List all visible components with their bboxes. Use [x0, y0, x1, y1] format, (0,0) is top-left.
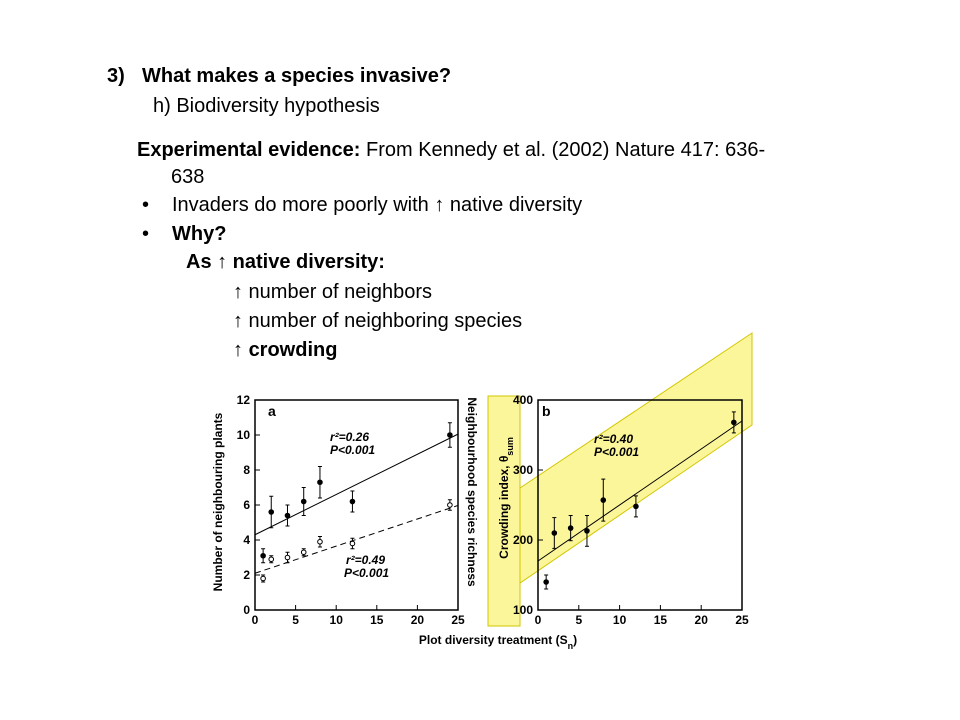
p-annotation: P<0.001	[344, 566, 389, 580]
y-tick-label: 8	[243, 463, 250, 477]
x-tick-label: 20	[411, 613, 425, 627]
bullet-2-marker: •	[142, 223, 150, 245]
p-annotation: P<0.001	[330, 443, 375, 457]
bullet-1-marker: •	[142, 194, 150, 216]
x-tick-label: 20	[695, 613, 709, 627]
x-tick-label: 15	[654, 613, 668, 627]
y-tick-label: 0	[243, 603, 250, 617]
y-tick-label: 200	[513, 533, 533, 547]
data-point	[300, 498, 307, 505]
x-tick-label: 5	[292, 613, 299, 627]
fit-line	[537, 420, 743, 562]
data-point	[284, 554, 291, 561]
y-tick-label: 300	[513, 463, 533, 477]
data-point	[260, 552, 266, 559]
data-point	[317, 538, 323, 545]
data-point	[600, 497, 607, 503]
y-tick-label: 10	[237, 428, 251, 442]
slide-title: What makes a species invasive?	[142, 65, 452, 87]
data-point	[260, 575, 266, 582]
evidence-label: Experimental evidence:	[137, 139, 361, 161]
data-point	[349, 498, 356, 505]
data-point	[551, 530, 558, 536]
x-tick-label: 0	[252, 613, 259, 627]
bullet-1: Invaders do more poorly with ↑ native di…	[172, 194, 583, 216]
y-tick-label: 6	[243, 498, 250, 512]
panel-a-ylabel-right: Neighbourhood species richness	[465, 397, 479, 587]
x-tick-label: 25	[735, 613, 749, 627]
panel-a-label: a	[268, 403, 276, 419]
data-point	[284, 512, 291, 519]
y-tick-label: 100	[513, 603, 533, 617]
y-tick-label: 2	[243, 568, 250, 582]
data-point	[317, 479, 323, 486]
r2-annotation: r²=0.26	[330, 430, 369, 444]
x-axis-label: Plot diversity treatment (Sn)	[419, 633, 577, 651]
up-arrow: ↑	[233, 339, 243, 361]
sub-item-neighbors: ↑ number of neighbors	[233, 281, 433, 303]
panel-b-frame	[537, 399, 743, 611]
highlight-box	[487, 395, 521, 627]
as-native-diversity: As ↑ native diversity:	[186, 251, 385, 273]
y-tick-label: 400	[513, 393, 533, 407]
panel-a-ylabel: Number of neighbouring plants	[211, 412, 225, 591]
data-point	[349, 540, 356, 547]
sub-item-crowding: ↑ crowding	[233, 339, 337, 362]
panel-b-label: b	[542, 403, 551, 419]
data-point	[268, 556, 275, 563]
panel-b-ylabel: Crowding index, θsum	[497, 437, 515, 559]
data-point	[300, 549, 307, 556]
x-tick-label: 10	[613, 613, 627, 627]
panel-b: 0 5 10 15 20 25 100 200 300 400 b r²=0.40P<0.001	[513, 393, 749, 627]
data-point	[447, 432, 453, 438]
sub-item-neighbor-species: ↑ number of neighboring species	[233, 310, 523, 332]
data-point	[543, 579, 549, 585]
heading-number: 3)	[107, 65, 125, 87]
x-tick-label: 25	[451, 613, 465, 627]
x-tick-label: 0	[535, 613, 542, 627]
data-point	[447, 502, 453, 508]
fit-line	[254, 504, 459, 574]
evidence-line-1: Experimental evidence: From Kennedy et a…	[137, 139, 765, 162]
data-point	[584, 528, 590, 534]
x-tick-label: 15	[370, 613, 384, 627]
y-tick-label: 12	[237, 393, 251, 407]
r2-annotation: r²=0.49	[346, 553, 385, 567]
data-point	[731, 419, 737, 426]
data-point	[268, 509, 275, 515]
slide-subtitle: h) Biodiversity hypothesis	[153, 95, 380, 117]
fit-line	[254, 433, 459, 536]
evidence-citation: From Kennedy et al. (2002) Nature 417: 6…	[366, 139, 766, 161]
r2-annotation: r²=0.40	[594, 432, 633, 446]
x-tick-label: 10	[330, 613, 344, 627]
bullet-2: Why?	[172, 223, 227, 245]
x-tick-label: 5	[575, 613, 582, 627]
y-tick-label: 4	[243, 533, 250, 547]
evidence-line-2: 638	[171, 166, 205, 188]
p-annotation: P<0.001	[594, 445, 639, 459]
panel-a: 0 5 10 15 20 25024681012ar²=0.26P<0.001r²=0.4…	[237, 393, 465, 627]
data-point	[567, 525, 574, 531]
crowding-label: crowding	[248, 339, 338, 361]
data-point	[633, 503, 639, 510]
